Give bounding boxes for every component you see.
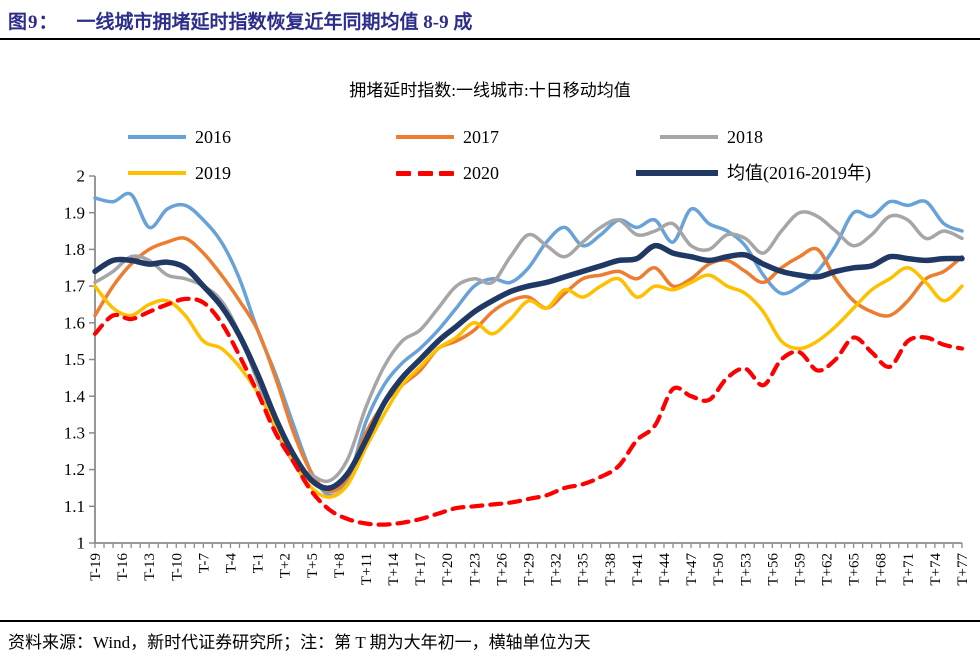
x-axis-label: T+50 [711, 553, 727, 586]
line-swatch-mean-icon [636, 170, 718, 176]
source-note: 资料来源：Wind，新时代证券研究所；注：第 T 期为大年初一，横轴单位为天 [8, 633, 591, 652]
x-axis-label: T-16 [115, 553, 131, 581]
chart-title: 拥堵延时指数:一线城市:十日移动均值 [349, 81, 631, 100]
y-axis-label: 1.3 [64, 424, 85, 443]
y-axis-label: 1.2 [64, 460, 85, 479]
x-axis-label: T+62 [820, 553, 836, 586]
line-swatch-2017-icon [396, 135, 454, 139]
legend-label-mean: 均值(2016-2019年) [727, 163, 871, 183]
series-line-2017 [93, 236, 964, 494]
line-chart: 1 1.1 1.2 1.3 1.4 1.5 1.6 1.7 1.8 1.9 2 T-19 T-16 T-1… [64, 167, 971, 586]
figure-number: 图9： [8, 12, 59, 33]
x-axis-label: T+32 [549, 553, 565, 586]
legend-label-2020: 2020 [463, 163, 499, 183]
x-axis-label: T+20 [440, 553, 456, 586]
legend-label-2017: 2017 [463, 127, 499, 147]
y-axis-label: 1.7 [64, 277, 86, 296]
x-axis-label: T+71 [901, 553, 917, 586]
x-axis-label: T+23 [467, 553, 483, 586]
x-axis-label: T+68 [874, 553, 890, 586]
x-axis-label: T+14 [386, 553, 402, 586]
legend-label-2018: 2018 [727, 127, 763, 147]
legend-item-mean: 均值(2016-2019年) [636, 160, 871, 186]
legend-row-1: 2016 2017 2018 [0, 124, 980, 150]
x-axis-label: T+47 [684, 553, 700, 586]
header-divider [0, 38, 980, 40]
x-axis-label: T-7 [196, 553, 212, 574]
legend-item-2019: 2019 [128, 160, 231, 186]
y-axis-label: 1.1 [64, 497, 85, 516]
x-axis-label: T+2 [278, 553, 294, 578]
legend-item-2016: 2016 [128, 124, 231, 150]
x-axis-label: T+29 [522, 553, 538, 586]
x-axis-label: T+59 [792, 553, 808, 586]
figure-header: 图9： 一线城市拥堵延时指数恢复近年同期均值 8-9 成 [8, 7, 972, 34]
x-axis-label: T+74 [928, 553, 944, 586]
x-axis-label: T-1 [251, 553, 267, 573]
y-axis-label: 1.9 [64, 203, 85, 222]
series-line-2020 [92, 296, 965, 527]
y-axis-label: 2 [77, 167, 86, 186]
legend-label-2016: 2016 [195, 127, 231, 147]
legend-item-2017: 2017 [396, 124, 499, 150]
footer-divider [0, 620, 980, 622]
x-axis-label: T+8 [332, 553, 348, 578]
series-line-均值(2016-2019年) [92, 242, 965, 491]
legend-label-2019: 2019 [195, 163, 231, 183]
line-swatch-2016-icon [128, 135, 186, 139]
x-axis-label: T+65 [847, 553, 863, 586]
y-axis-label: 1.6 [64, 313, 85, 332]
x-axis-label: T+26 [494, 553, 510, 586]
y-axis-label: 1.8 [64, 240, 85, 259]
x-axis-label: T-19 [88, 553, 104, 581]
x-axis-label: T-13 [142, 553, 158, 581]
x-axis-label: T+44 [657, 553, 673, 586]
axes [94, 176, 962, 544]
figure-title: 一线城市拥堵延时指数恢复近年同期均值 8-9 成 [76, 12, 473, 33]
x-axis-label: T+56 [765, 553, 781, 586]
dashed-line-swatch-2020-icon [396, 170, 454, 176]
line-swatch-2019-icon [128, 171, 186, 175]
x-axis-label: T-10 [169, 553, 185, 581]
y-axis-label: 1 [77, 534, 86, 553]
legend-item-2020: 2020 [396, 160, 499, 186]
y-axis-label: 1.4 [64, 387, 86, 406]
y-axis-label: 1.5 [64, 350, 85, 369]
x-axis-label: T+17 [413, 553, 429, 586]
x-axis-label: T+11 [359, 553, 375, 585]
x-axis-label: T+5 [305, 553, 321, 578]
series-line-2016 [93, 191, 964, 498]
legend-row-2: 2019 2020 均值(2016-2019年) [0, 160, 980, 186]
series-line-2019 [93, 266, 964, 499]
x-axis-label: T-4 [223, 553, 239, 574]
x-axis-label: T+35 [576, 553, 592, 586]
legend-item-2018: 2018 [660, 124, 763, 150]
x-axis-label: T+77 [955, 553, 971, 586]
line-swatch-2018-icon [660, 135, 718, 139]
x-axis-label: T+38 [603, 553, 619, 586]
x-axis-label: T+53 [738, 553, 754, 586]
x-axis-label: T+41 [630, 553, 646, 586]
